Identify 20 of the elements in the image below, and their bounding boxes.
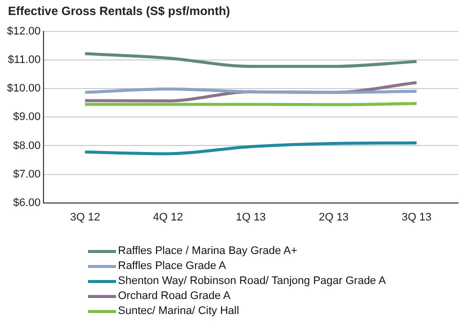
legend-label: Raffles Place / Marina Bay Grade A+: [118, 244, 298, 259]
line-series: [84, 141, 418, 156]
y-tick-label: $6.00: [13, 196, 41, 209]
x-tick-label: 2Q 13: [318, 211, 349, 224]
legend-label: Shenton Way/ Robinson Road/ Tanjong Pagar Grade A: [118, 274, 386, 289]
line-series: [84, 52, 418, 68]
x-tick-label: 1Q 13: [236, 211, 266, 224]
legend-label: Orchard Road Grade A: [118, 289, 231, 304]
y-tick-label: $9.00: [13, 111, 41, 124]
y-tick-label: $11.00: [8, 54, 41, 66]
x-tick-label: 4Q 12: [152, 211, 183, 224]
chart-title: Effective Gross Rentals (S$ psf/month): [8, 4, 230, 18]
x-tick-label: 3Q 12: [70, 211, 100, 224]
legend-label: Suntec/ Marina/ City Hall: [118, 304, 240, 319]
y-tick-label: $7.00: [13, 168, 41, 180]
y-tick-label: $8.00: [13, 140, 41, 152]
y-tick-label: $12.00: [6, 26, 41, 38]
y-tick-label: $10.00: [6, 82, 41, 95]
x-tick-label: 3Q 13: [402, 211, 432, 224]
legend-label: Raffles Place Grade A: [118, 259, 226, 274]
